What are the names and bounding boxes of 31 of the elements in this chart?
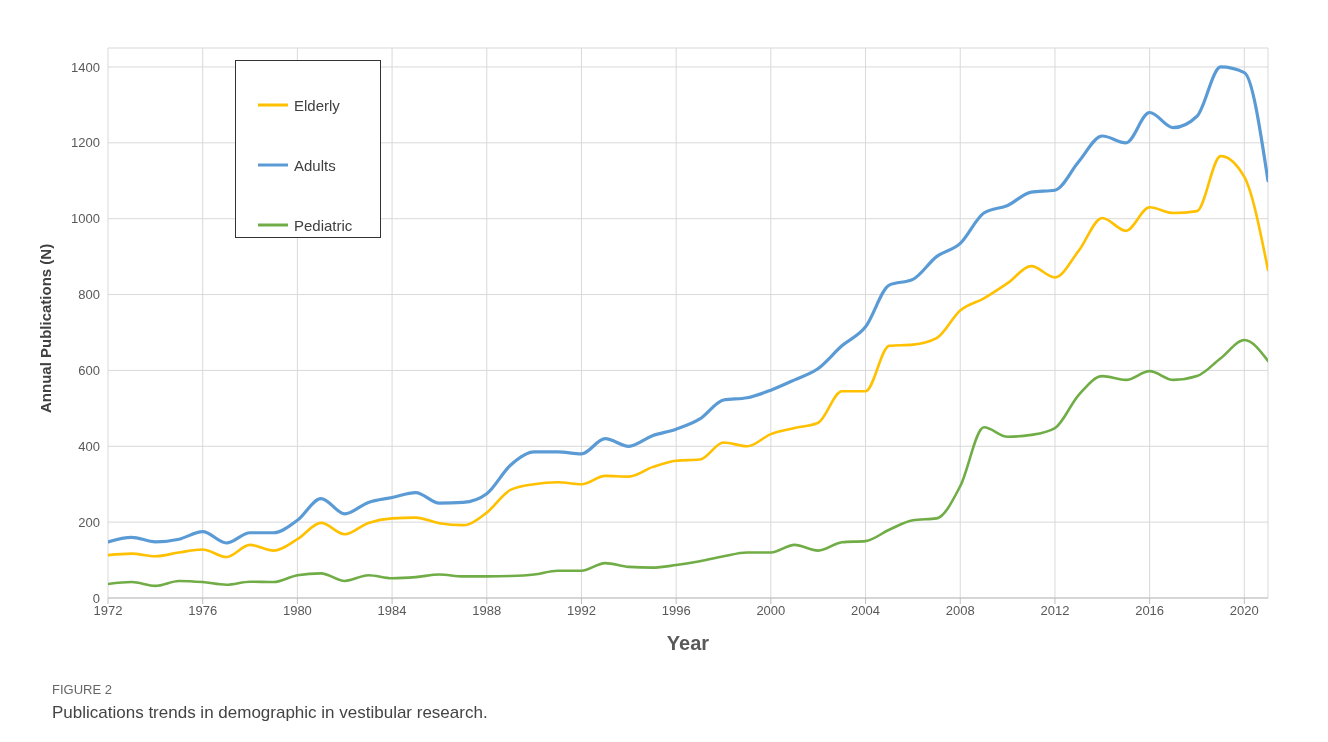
x-tick-label: 1988 [472, 603, 502, 619]
x-tick-label: 1972 [93, 603, 123, 619]
y-tick-label: 1000 [71, 211, 100, 227]
x-tick-label: 2000 [756, 603, 786, 619]
y-tick-label: 1200 [71, 135, 100, 151]
caption: FIGURE 2 [52, 682, 113, 697]
y-tick-label: 200 [78, 514, 100, 530]
x-tick-label: 2008 [945, 603, 975, 619]
line-series [108, 338, 1268, 588]
x-tick-label: 2004 [851, 603, 881, 619]
legend-label: Elderly [294, 96, 340, 114]
x-tick-label: 2016 [1135, 603, 1165, 619]
line-series [108, 65, 1268, 545]
x-tick-label: 1980 [282, 603, 312, 619]
x-tick-label: 2020 [1229, 603, 1259, 619]
legend-label: Adults [294, 156, 336, 174]
x-axis-title: Year [666, 632, 710, 654]
y-tick-label: 800 [78, 287, 100, 303]
line-series [108, 154, 1268, 559]
x-tick-label: 1984 [377, 603, 407, 619]
x-tick-label: 1992 [567, 603, 596, 619]
text: Publications trends in demographic in vestibular research. [52, 703, 489, 723]
y-tick-label: 1400 [71, 59, 100, 75]
y-tick-label: 0 [92, 590, 100, 606]
legend-label: Pediatric [294, 216, 353, 234]
y-tick-label: 600 [78, 363, 100, 379]
y-tick-label: 400 [78, 438, 100, 454]
x-tick-label: 1996 [661, 603, 691, 619]
x-tick-label: 2012 [1040, 603, 1070, 619]
x-tick-label: 1976 [188, 603, 218, 619]
y-axis-title: Annual Publications (N) [37, 243, 55, 413]
